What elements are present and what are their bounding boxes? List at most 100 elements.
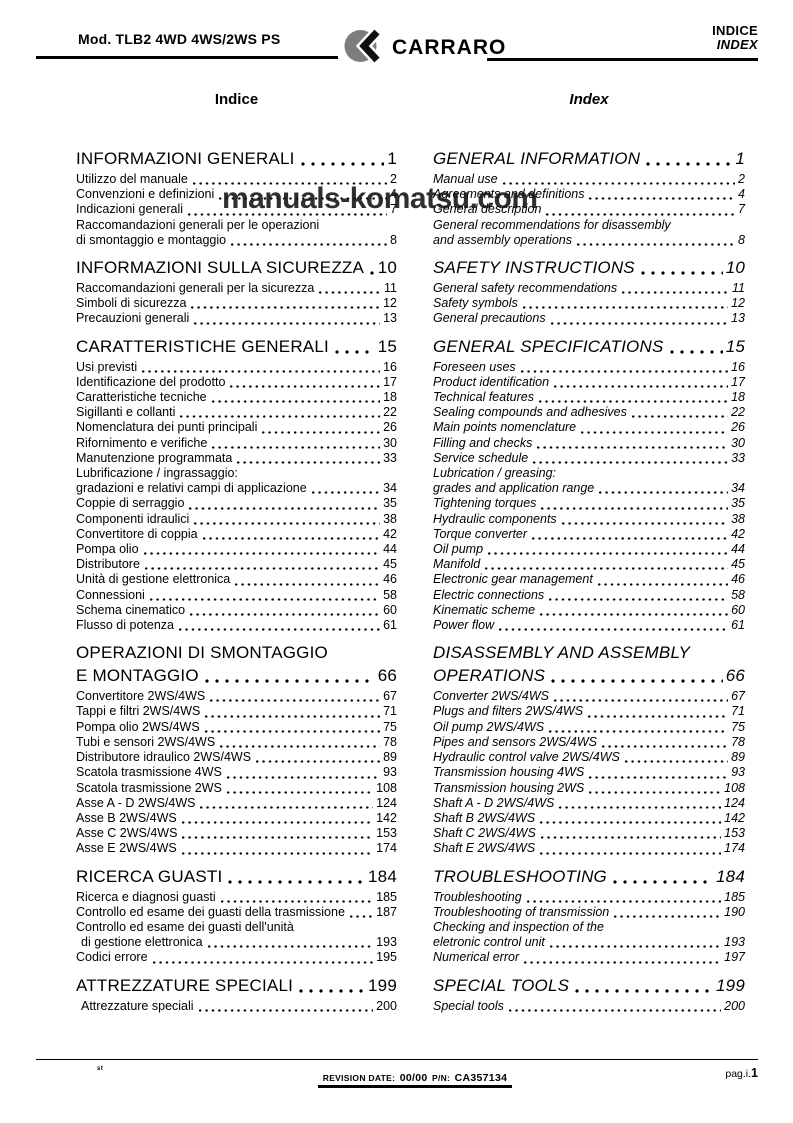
toc-item: Coppie di serraggio 35 [76,496,397,512]
toc-page-number: 8 [390,232,397,247]
toc-item-label: Manual use [433,172,498,186]
leader-dots [518,362,729,375]
leader-dots [547,722,729,735]
toc-section: INFORMAZIONI SULLA SICUREZZA 10 Raccomanda… [76,258,397,327]
toc-page-number: 44 [383,542,397,557]
toc-item-label: Pompa olio [76,542,139,557]
toc-page-number: 195 [376,950,397,965]
leader-dots [595,575,729,588]
leader-dots [587,783,722,796]
leader-dots [296,981,366,996]
toc-item-label: Controllo ed esame dei guasti della tras… [76,904,345,919]
toc-page-number: 58 [383,587,397,602]
toc-item: Power flow 61 [433,618,745,634]
toc-page-number: 61 [383,618,397,633]
toc-section-title-label: ATTREZZATURE SPECIALI [76,975,294,995]
toc-item: Asse E 2WS/4WS 174 [76,841,397,857]
toc-item: Kinematic scheme 60 [433,603,745,619]
leader-dots [218,738,381,751]
toc-item-label: Technical features [433,390,534,405]
toc-page-number: 35 [731,496,745,511]
toc-item: Simboli di sicurezza 12 [76,296,397,312]
toc-page-number: 34 [731,481,745,496]
toc-section-title: CARATTERISTICHE GENERALI 15 [76,337,397,357]
toc-item: Raccomandazioni generali per la sicurezz… [76,281,397,297]
toc-item: Rifornimento e verifiche 30 [76,436,397,451]
leader-dots [192,314,381,327]
toc-page-number: 33 [383,450,397,465]
toc-page-number: 11 [732,281,745,296]
toc-item: General recommendations for disassembly [433,218,745,233]
toc-item-label: Electric connections [433,587,545,602]
toc-page-number: 75 [731,719,745,734]
toc-item-label: Indicazioni generali [76,202,184,217]
toc-page-number: 187 [376,904,397,919]
toc-item-label: Agreements and definitions [433,187,585,202]
toc-page-number: 190 [724,904,745,919]
toc-item: Manifold 45 [433,557,745,573]
leader-dots [559,514,729,527]
leader-dots [599,738,729,751]
toc-item-label: Shaft E 2WS/4WS [433,841,536,856]
toc-page-number: 71 [731,704,745,719]
leader-dots [586,707,729,720]
toc-page-number: 12 [731,296,745,311]
toc-item-label: Transmission housing 4WS [433,765,585,780]
toc-item-label: Scatola trasmissione 2WS [76,780,222,795]
toc-page-number: 71 [383,704,397,719]
toc-item-label: Asse B 2WS/4WS [76,810,177,825]
toc-item: Electric connections 58 [433,588,745,603]
toc-item: Filling and checks 30 [433,436,745,451]
toc-section-title-label: INFORMAZIONI GENERALI [76,149,295,168]
toc-section-title: SPECIAL TOOLS 199 [433,976,745,996]
leader-dots [225,872,366,887]
toc-section-title-label: GENERAL INFORMATION [433,149,641,168]
toc-section: SPECIAL TOOLS 199 Special tools 200 [433,976,745,1014]
toc-section-title: E MONTAGGIO 66 [76,666,397,687]
toc-page-number: 153 [376,826,397,841]
toc-section-title: INFORMAZIONI GENERALI 1 [76,149,397,169]
toc-page-number: 10 [377,258,397,278]
toc-item-label: Codici errore [76,950,148,965]
toc-column-left: INFORMAZIONI GENERALI 1 Utilizzo del manua… [76,149,397,1014]
toc-item: Hydraulic components 38 [433,512,745,527]
toc-item: Pompa olio 2WS/4WS 75 [76,720,397,735]
toc-section-title: SAFETY INSTRUCTIONS 10 [433,258,745,279]
toc-item-label: Coppie di serraggio [76,496,185,511]
toc-item-label: Manutenzione programmata [76,450,233,465]
leader-dots [140,362,381,375]
toc-item-label: Componenti idraulici [76,511,190,526]
toc-item-label: Filling and checks [433,435,533,450]
toc-item-label: Caratteristiche tecniche [76,390,207,405]
toc-item: Sigillanti e collanti 22 [76,405,397,421]
leader-dots [200,530,381,543]
leader-dots [572,981,714,996]
revision-date-value: 00/00 [399,1072,428,1084]
toc-item-label: Power flow [433,618,495,633]
leader-dots [552,692,729,705]
toc-item: Numerical error 197 [433,950,745,966]
toc-item-label: gradazioni e relativi campi di applicazi… [76,481,307,496]
toc-item-label: Lubrificazione / ingrassaggio: [76,466,238,481]
toc-page-number: 66 [725,666,745,686]
leader-dots [176,621,381,634]
toc-item-label: Manifold [433,557,481,572]
leader-dots [483,560,729,573]
toc-section: GENERAL SPECIFICATIONS 15 Foreseen uses 16 P… [433,337,745,634]
toc-item: Plugs and filters 2WS/4WS 71 [433,704,745,720]
toc-column-right: GENERAL INFORMATION 1 Manual use 2 Agreement… [433,149,745,1014]
leader-dots [209,393,381,406]
toc-item-label: General precautions [433,311,546,326]
toc-section-title-label: SPECIAL TOOLS [433,975,570,995]
leader-dots [224,768,381,781]
leader-dots [196,1001,374,1014]
toc-section-title-label: OPERATIONS [433,666,546,686]
toc-item: Precauzioni generali 13 [76,311,397,327]
toc-item-label: Sealing compounds and adhesives [433,405,627,420]
toc-page-number: 89 [731,750,745,765]
part-number-value: CA357134 [454,1072,508,1084]
toc-item-label: Foreseen uses [433,359,516,374]
leader-dots [539,499,729,512]
toc-item-label: Ricerca e diagnosi guasti [76,889,216,904]
leader-dots [228,378,381,391]
